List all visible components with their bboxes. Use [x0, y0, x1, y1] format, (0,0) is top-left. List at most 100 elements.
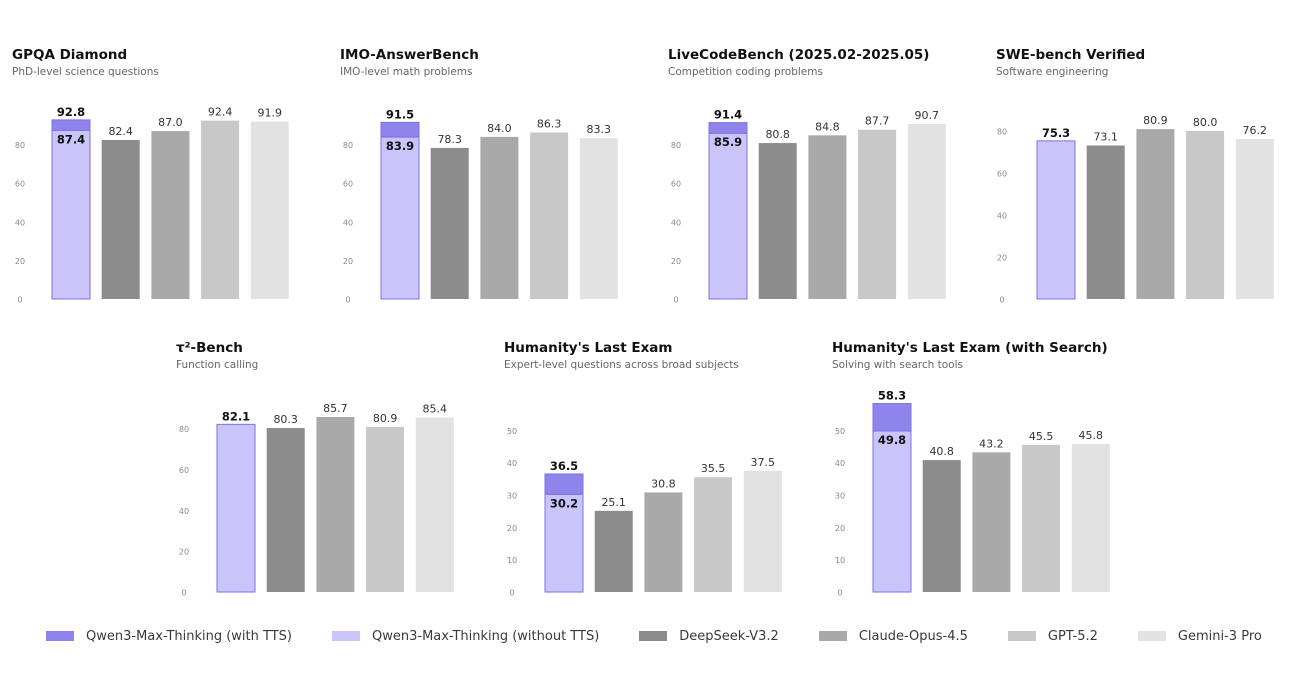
bar-value-label: 83.3: [587, 123, 612, 136]
y-tick-label: 40: [507, 459, 517, 468]
bar-qwen-tts-increment: [380, 121, 420, 138]
bar-competitor: [415, 417, 454, 592]
y-tick-label: 80: [997, 128, 1007, 137]
y-tick-label: 0: [509, 589, 514, 598]
chart-title: GPQA Diamond: [12, 47, 127, 63]
y-tick-label: 10: [835, 556, 845, 565]
tts-value-label: 36.5: [550, 459, 578, 473]
bar-competitor: [594, 510, 633, 592]
y-tick-label: 0: [345, 296, 350, 305]
bar-value-label: 80.3: [273, 413, 298, 426]
bar-competitor: [250, 121, 289, 300]
y-tick-label: 60: [15, 180, 25, 189]
bar-competitor: [1086, 145, 1125, 299]
bar-competitor: [1022, 444, 1061, 592]
y-tick-label: 40: [15, 218, 25, 227]
y-tick-label: 50: [835, 427, 845, 436]
tts-value-label: 92.8: [57, 105, 85, 119]
bar-competitor: [743, 470, 782, 592]
bar-value-label: 40.8: [929, 445, 954, 458]
bar-value-label: 37.5: [751, 456, 776, 469]
chart-title: τ²-Bench: [176, 340, 243, 356]
bar-value-label: 91.9: [258, 107, 283, 120]
y-tick-label: 80: [15, 141, 25, 150]
bar-qwen-without-tts: [380, 136, 420, 300]
y-tick-label: 60: [343, 180, 353, 189]
bar-qwen-tts-increment: [544, 473, 584, 495]
bar-competitor: [151, 131, 190, 299]
y-tick-label: 30: [835, 492, 845, 501]
tts-value-label: 91.4: [714, 108, 742, 122]
legend: Qwen3-Max-Thinking (with TTS) Qwen3-Max-…: [46, 626, 1302, 646]
legend-item-claude: Claude-Opus-4.5: [818, 628, 968, 644]
y-tick-label: 20: [343, 257, 353, 266]
y-tick-label: 80: [671, 141, 681, 150]
bar-qwen-without-tts: [872, 430, 912, 593]
bar-qwen-without-tts: [216, 423, 256, 593]
bar-value-label: 86.3: [537, 117, 562, 130]
legend-label: GPT-5.2: [1047, 628, 1098, 644]
bar-competitor: [907, 123, 946, 299]
bar-value-label: 75.3: [1042, 126, 1070, 140]
bar-competitor: [430, 147, 469, 299]
legend-swatch: [46, 631, 74, 641]
bar-competitor: [101, 139, 140, 299]
bar-competitor: [1235, 138, 1274, 299]
bar-competitor: [366, 426, 405, 592]
y-tick-label: 40: [179, 507, 189, 516]
chart-subtitle: IMO-level math problems: [340, 66, 473, 78]
bar-competitor: [530, 132, 569, 299]
y-tick-label: 0: [17, 296, 22, 305]
bar-competitor: [579, 138, 618, 299]
chart-subtitle: Competition coding problems: [668, 66, 823, 78]
bar-competitor: [266, 428, 305, 592]
chart-subtitle: PhD-level science questions: [12, 66, 159, 78]
bar-competitor: [1136, 129, 1175, 299]
chart-title: Humanity's Last Exam: [504, 340, 672, 356]
bar-competitor: [201, 120, 240, 299]
legend-label: Claude-Opus-4.5: [858, 628, 968, 644]
bar-qwen-without-tts: [51, 129, 91, 300]
legend-swatch: [1007, 631, 1036, 641]
chart-subtitle: Function calling: [176, 359, 258, 371]
chart-subtitle: Solving with search tools: [832, 359, 963, 371]
bar-value-label: 43.2: [979, 437, 1004, 450]
bar-value-label: 73.1: [1093, 130, 1118, 143]
y-tick-label: 20: [507, 524, 517, 533]
bar-competitor: [1186, 131, 1225, 299]
bar-value-label: 45.8: [1079, 429, 1104, 442]
bar-value-label: 83.9: [386, 139, 414, 153]
bar-value-label: 85.7: [323, 402, 348, 415]
legend-swatch: [1137, 631, 1166, 641]
bar-value-label: 80.9: [373, 412, 398, 425]
bar-value-label: 84.0: [487, 122, 512, 135]
legend-item-gemini: Gemini-3 Pro: [1137, 628, 1262, 644]
y-tick-label: 0: [673, 296, 678, 305]
bar-competitor: [922, 460, 961, 592]
bar-qwen-tts-increment: [708, 122, 748, 134]
chart-subtitle: Expert-level questions across broad subj…: [504, 359, 739, 371]
bar-value-label: 87.0: [158, 116, 183, 129]
tts-value-label: 58.3: [878, 388, 906, 402]
bar-competitor: [808, 135, 847, 299]
y-tick-label: 50: [507, 427, 517, 436]
y-tick-label: 40: [343, 218, 353, 227]
bar-competitor: [1071, 443, 1110, 592]
y-tick-label: 20: [835, 524, 845, 533]
y-tick-label: 40: [997, 212, 1007, 221]
chart-title: LiveCodeBench (2025.02-2025.05): [668, 47, 929, 63]
bar-qwen-without-tts: [544, 493, 584, 593]
bar-value-label: 25.1: [601, 496, 626, 509]
y-tick-label: 40: [835, 459, 845, 468]
legend-swatch: [332, 631, 360, 641]
bar-competitor: [972, 452, 1011, 592]
chart-title: IMO-AnswerBench: [340, 47, 479, 63]
bar-value-label: 45.5: [1029, 430, 1054, 443]
chart-subtitle: Software engineering: [996, 66, 1108, 78]
y-tick-label: 30: [507, 492, 517, 501]
legend-label: Gemini-3 Pro: [1177, 628, 1262, 644]
legend-swatch: [818, 631, 847, 641]
bar-value-label: 92.4: [208, 106, 233, 119]
bar-competitor: [694, 477, 733, 592]
